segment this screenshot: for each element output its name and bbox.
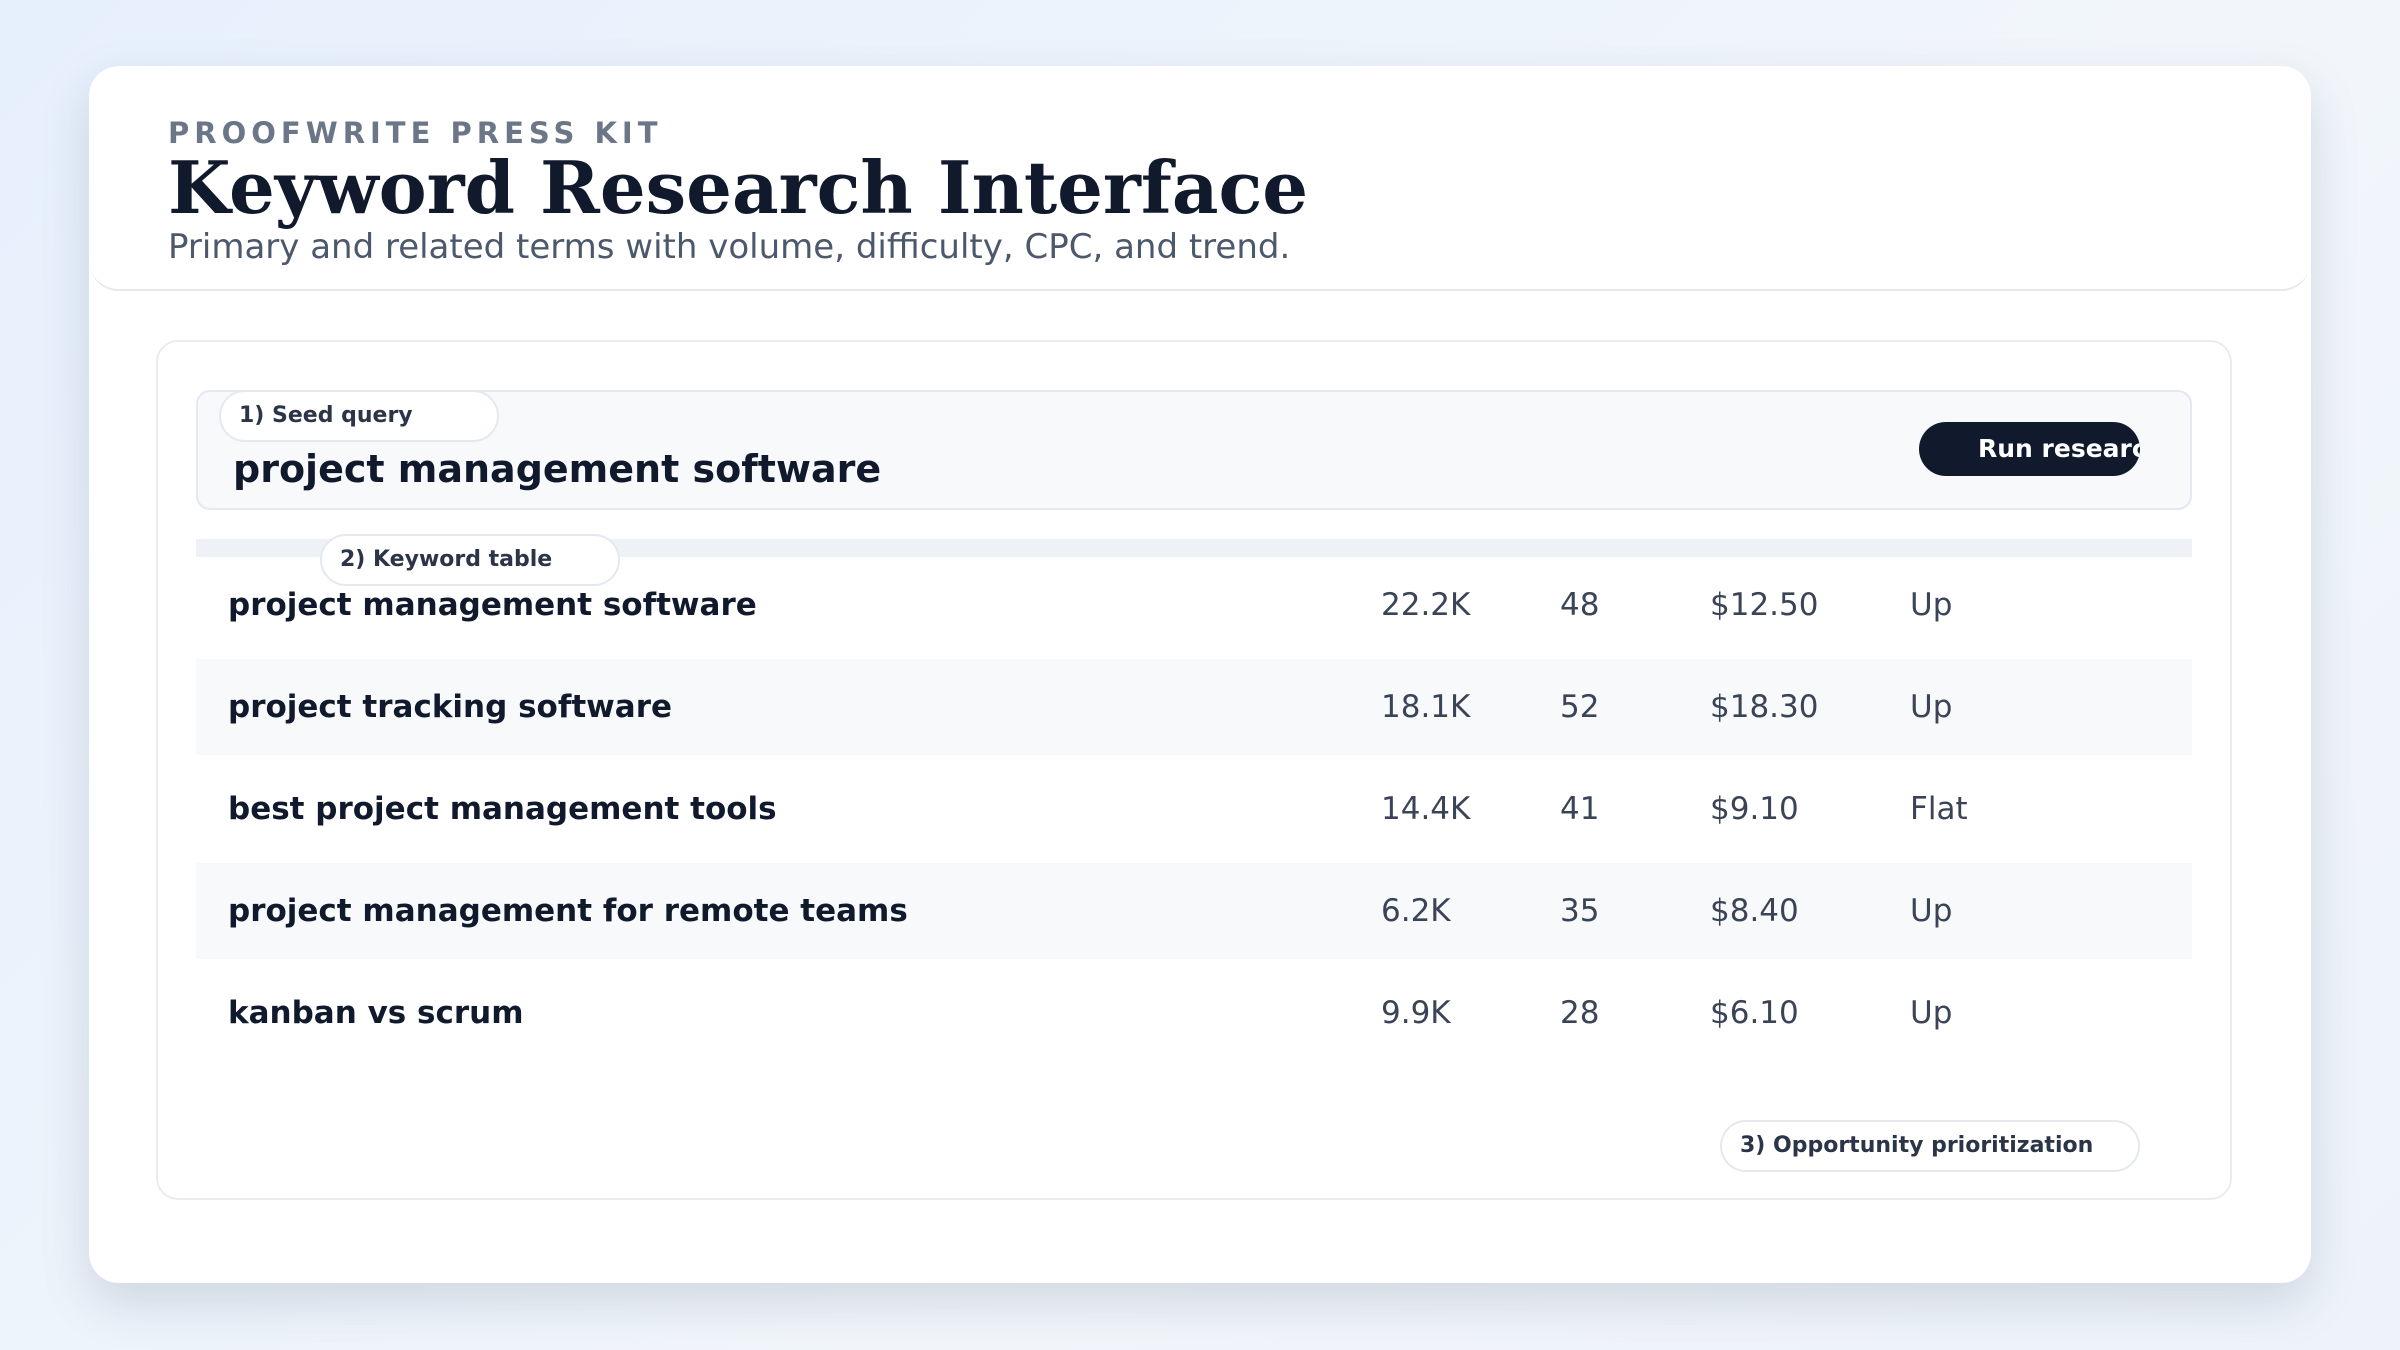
- metric: Up: [1910, 689, 1953, 725]
- metric: Up: [1910, 587, 1953, 623]
- metric: $18.30: [1710, 689, 1819, 725]
- metric: 48: [1560, 587, 1600, 623]
- metric: 9.9K: [1381, 995, 1451, 1031]
- table-row[interactable]: project management software 22.2K 48 $12.50…: [196, 557, 2192, 653]
- metric: 52: [1560, 689, 1600, 725]
- metric: $8.40: [1710, 893, 1799, 929]
- run-button[interactable]: Run research: [1919, 422, 2140, 476]
- metric: Up: [1910, 995, 1953, 1031]
- table-row[interactable]: project management for remote teams 6.2K 3…: [196, 863, 2192, 959]
- keyword: project management software: [228, 587, 757, 623]
- footer-label: 3) Opportunity prioritization: [1720, 1120, 2140, 1172]
- subtitle: Primary and related terms with volume, d…: [168, 227, 1291, 267]
- metric: 35: [1560, 893, 1600, 929]
- table-label: 2) Keyword table: [320, 534, 620, 586]
- kicker: PROOFWRITE PRESS KIT: [168, 116, 663, 150]
- metric: 14.4K: [1381, 791, 1471, 827]
- title: Keyword Research Interface: [168, 145, 1309, 230]
- metric: 18.1K: [1381, 689, 1471, 725]
- panel: [156, 340, 2232, 1200]
- seed-label: 1) Seed query: [219, 390, 499, 442]
- metric: 6.2K: [1381, 893, 1451, 929]
- table-row[interactable]: best project management tools 14.4K 41 $9.1…: [196, 761, 2192, 857]
- keyword: kanban vs scrum: [228, 995, 524, 1031]
- metric: 28: [1560, 995, 1600, 1031]
- metric: $9.10: [1710, 791, 1799, 827]
- metric: 41: [1560, 791, 1600, 827]
- table-row[interactable]: project tracking software 18.1K 52 $18.30 Up: [196, 659, 2192, 755]
- keyword: project tracking software: [228, 689, 673, 725]
- metric: Flat: [1910, 791, 1968, 827]
- metric: Up: [1910, 893, 1953, 929]
- metric: $6.10: [1710, 995, 1799, 1031]
- table-row[interactable]: kanban vs scrum 9.9K 28 $6.10 Up: [196, 965, 2192, 1061]
- keyword: best project management tools: [228, 791, 777, 827]
- seed-query[interactable]: project management software: [233, 447, 882, 491]
- card-header: [89, 66, 2311, 291]
- keyword: project management for remote teams: [228, 893, 908, 929]
- metric: $12.50: [1710, 587, 1819, 623]
- metric: 22.2K: [1381, 587, 1471, 623]
- seed-box: [196, 390, 2192, 510]
- table-header: [196, 539, 2192, 557]
